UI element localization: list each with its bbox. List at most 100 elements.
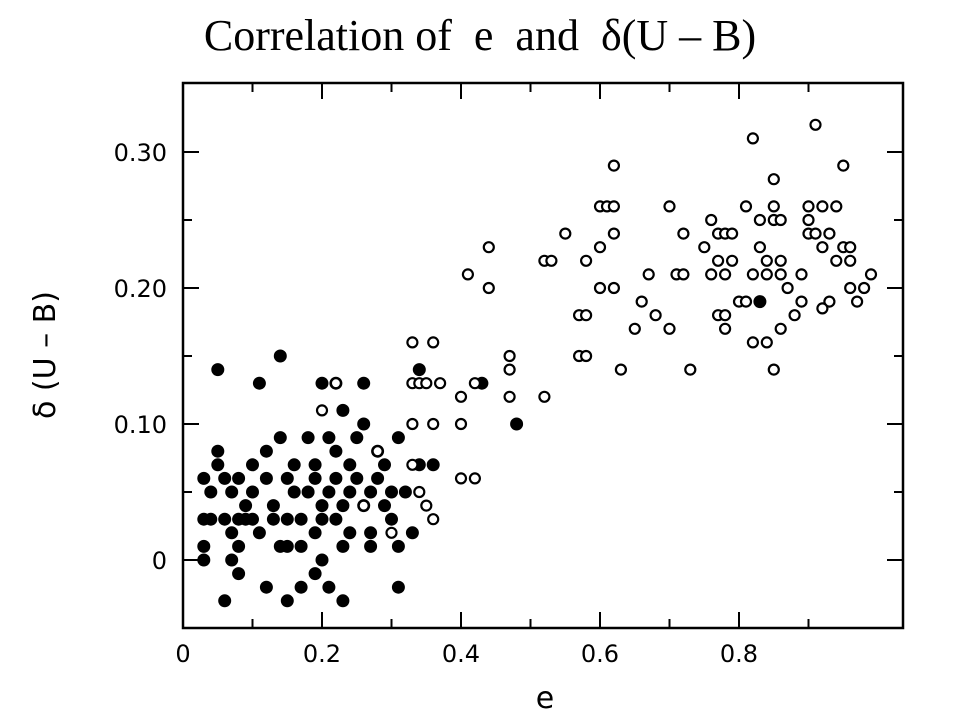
- open-data-point: [809, 227, 822, 240]
- open-data-point: [607, 159, 621, 172]
- filled-data-point: [225, 553, 239, 567]
- filled-data-point: [252, 526, 266, 540]
- open-data-point: [538, 390, 551, 403]
- filled-data-point: [336, 499, 350, 513]
- open-data-point: [406, 336, 419, 349]
- open-data-point: [684, 363, 697, 376]
- filled-data-point: [405, 526, 419, 540]
- filled-data-point: [322, 580, 336, 594]
- filled-data-point: [343, 526, 357, 540]
- open-data-point: [795, 295, 808, 308]
- open-data-point: [767, 173, 780, 186]
- y-tick-label: 0.10: [114, 411, 167, 439]
- open-data-point: [774, 322, 787, 335]
- x-tick-label: 0.2: [303, 640, 341, 668]
- filled-data-point: [315, 512, 329, 526]
- open-data-point: [677, 227, 690, 240]
- open-data-point: [614, 363, 628, 376]
- filled-data-point: [239, 499, 253, 513]
- filled-data-point: [259, 471, 273, 485]
- open-data-point: [746, 268, 760, 281]
- filled-data-point: [329, 512, 343, 526]
- filled-data-point: [232, 471, 246, 485]
- open-data-point: [385, 526, 398, 539]
- x-tick-label: 0.6: [581, 640, 619, 668]
- open-data-point: [795, 268, 808, 281]
- y-tick-label: 0.30: [114, 139, 167, 167]
- filled-data-point: [510, 417, 524, 431]
- open-data-point: [579, 349, 593, 363]
- open-data-point: [774, 213, 787, 227]
- open-data-point: [774, 268, 787, 281]
- filled-data-point: [197, 539, 211, 553]
- open-data-point: [559, 227, 572, 240]
- filled-data-point: [280, 512, 294, 526]
- filled-data-point: [322, 431, 336, 445]
- open-data-point: [371, 445, 384, 458]
- filled-data-point: [294, 512, 308, 526]
- filled-data-point: [385, 485, 398, 499]
- open-data-point: [406, 458, 419, 471]
- filled-data-point: [426, 458, 440, 472]
- filled-data-point: [197, 471, 211, 485]
- open-data-point: [420, 499, 433, 512]
- open-data-point: [788, 309, 801, 322]
- x-tick-label: 0.8: [720, 640, 758, 668]
- filled-data-point: [378, 499, 391, 513]
- open-data-point: [454, 417, 468, 431]
- axis-ticks: 0 0.2 0.4 0.6 0.8 0 0.10 0.20 0.30: [114, 83, 903, 668]
- open-data-point: [760, 268, 773, 281]
- open-data-point: [315, 404, 329, 417]
- filled-data-point: [329, 471, 343, 485]
- filled-data-point: [391, 539, 405, 553]
- open-data-point: [420, 377, 433, 390]
- open-data-point: [413, 485, 426, 499]
- open-data-point: [844, 281, 857, 295]
- filled-data-point: [343, 485, 357, 499]
- filled-data-point: [357, 417, 371, 431]
- filled-data-point: [287, 485, 301, 499]
- open-data-point: [468, 377, 481, 390]
- filled-data-point: [197, 553, 211, 567]
- open-data-point: [579, 309, 593, 322]
- filled-data-point: [232, 539, 246, 553]
- open-data-point: [545, 254, 558, 267]
- filled-data-point: [357, 376, 371, 390]
- open-data-point: [760, 254, 773, 267]
- filled-data-point: [308, 471, 322, 485]
- open-data-point: [774, 254, 787, 267]
- open-data-point: [705, 268, 718, 281]
- open-data-point: [705, 213, 718, 227]
- open-data-point: [718, 268, 732, 281]
- open-data-point: [503, 390, 516, 403]
- data-points: [197, 118, 878, 608]
- filled-data-point: [273, 431, 287, 445]
- filled-data-point: [211, 444, 225, 458]
- filled-data-point: [246, 512, 259, 526]
- filled-data-point: [218, 594, 232, 608]
- open-data-point: [607, 200, 621, 213]
- open-data-point: [816, 302, 829, 315]
- filled-data-point: [280, 594, 294, 608]
- filled-data-point: [308, 526, 322, 540]
- open-data-point: [427, 417, 440, 431]
- filled-data-point: [259, 580, 273, 594]
- open-data-point: [711, 254, 725, 267]
- filled-data-point: [350, 471, 364, 485]
- open-data-point: [760, 336, 773, 349]
- open-data-point: [739, 295, 753, 308]
- filled-data-point: [364, 539, 378, 553]
- open-data-point: [649, 309, 662, 322]
- filled-data-point: [412, 363, 426, 377]
- open-data-point: [816, 241, 829, 254]
- open-data-point: [725, 227, 739, 240]
- open-data-point: [746, 132, 760, 145]
- filled-data-point: [308, 458, 322, 472]
- filled-data-point: [301, 431, 315, 445]
- filled-data-point: [336, 539, 350, 553]
- filled-data-point: [398, 485, 412, 499]
- page-title: Correlation of e and δ(U – B): [203, 11, 757, 60]
- x-tick-label: 0: [175, 640, 190, 668]
- open-data-point: [427, 336, 440, 349]
